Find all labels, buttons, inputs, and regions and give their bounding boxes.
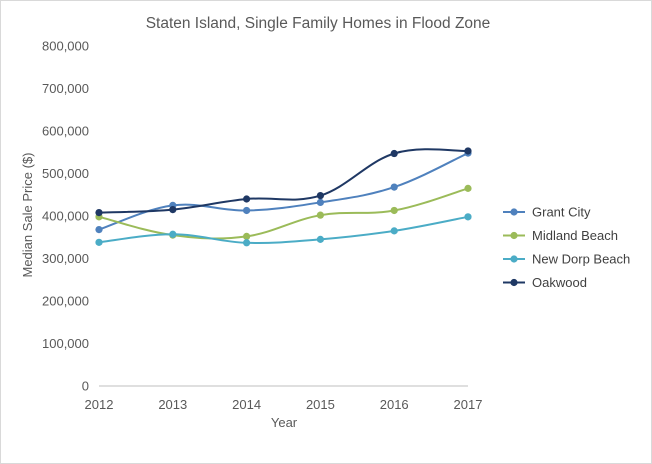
chart-title: Staten Island, Single Family Homes in Fl… [146, 15, 491, 32]
data-point [390, 206, 398, 215]
y-tick-label: 500,000 [42, 166, 89, 181]
legend-swatch-marker [510, 208, 518, 216]
legend-label: Oakwood [532, 275, 587, 290]
legend-swatch-marker [510, 278, 518, 287]
y-tick-label: 300,000 [42, 251, 89, 266]
series-line-new-dorp-beach [98, 215, 469, 244]
y-tick-label: 200,000 [42, 294, 89, 309]
data-point [316, 198, 324, 206]
data-point [243, 195, 251, 203]
series-line-grant-city [98, 152, 469, 231]
x-axis-title: Year [271, 415, 298, 430]
y-tick-label: 400,000 [42, 209, 89, 224]
data-point [316, 192, 324, 200]
series-midland-beach [95, 184, 472, 240]
legend-swatch-marker [510, 255, 518, 263]
legend-label: Grant City [532, 205, 591, 220]
legend-item-grant-city: Grant City [503, 205, 591, 220]
legend-item-midland-beach: Midland Beach [503, 228, 618, 243]
x-tick-label: 2016 [380, 397, 409, 412]
legend-item-new-dorp-beach: New Dorp Beach [503, 252, 630, 267]
y-tick-label: 600,000 [42, 124, 89, 139]
legend-label: New Dorp Beach [532, 252, 630, 267]
legend-swatch-marker [510, 231, 518, 240]
x-tick-label: 2013 [158, 397, 187, 412]
series-lines [95, 147, 472, 247]
data-point [464, 147, 472, 155]
x-axis-ticks: 2012 2013 2014 2015 2016 2017 [85, 397, 483, 412]
x-tick-label: 2015 [306, 397, 335, 412]
data-point [243, 206, 251, 215]
series-grant-city [95, 149, 472, 234]
series-new-dorp-beach [95, 213, 472, 247]
series-line-oakwood [98, 148, 469, 214]
data-point [95, 209, 103, 217]
y-tick-label: 700,000 [42, 81, 89, 96]
data-point [169, 230, 177, 238]
x-tick-label: 2012 [85, 397, 114, 412]
x-tick-label: 2017 [454, 397, 483, 412]
data-point [464, 213, 472, 221]
legend: Grant City Midland Beach New Dorp Beach Oak… [503, 205, 630, 290]
legend-label: Midland Beach [532, 228, 618, 243]
legend-item-oakwood: Oakwood [503, 275, 587, 290]
data-point [243, 232, 251, 240]
x-tick-label: 2014 [232, 397, 261, 412]
data-point [464, 184, 472, 192]
data-point [169, 206, 177, 214]
data-point [316, 211, 324, 219]
y-axis-title: Median Sale Price ($) [20, 153, 35, 278]
y-tick-label: 0 [82, 379, 89, 394]
data-point [390, 149, 398, 158]
data-point [243, 239, 251, 247]
y-axis-ticks: 0 100,000 200,000 300,000 400,000 500,000 600,… [42, 39, 89, 394]
series-oakwood [95, 147, 472, 217]
data-point [390, 227, 398, 235]
data-point [316, 235, 324, 243]
data-point [95, 238, 103, 246]
data-point [95, 226, 103, 234]
series-line-midland-beach [98, 187, 469, 240]
y-tick-label: 800,000 [42, 39, 89, 54]
data-point [390, 183, 398, 191]
y-tick-label: 100,000 [42, 336, 89, 351]
